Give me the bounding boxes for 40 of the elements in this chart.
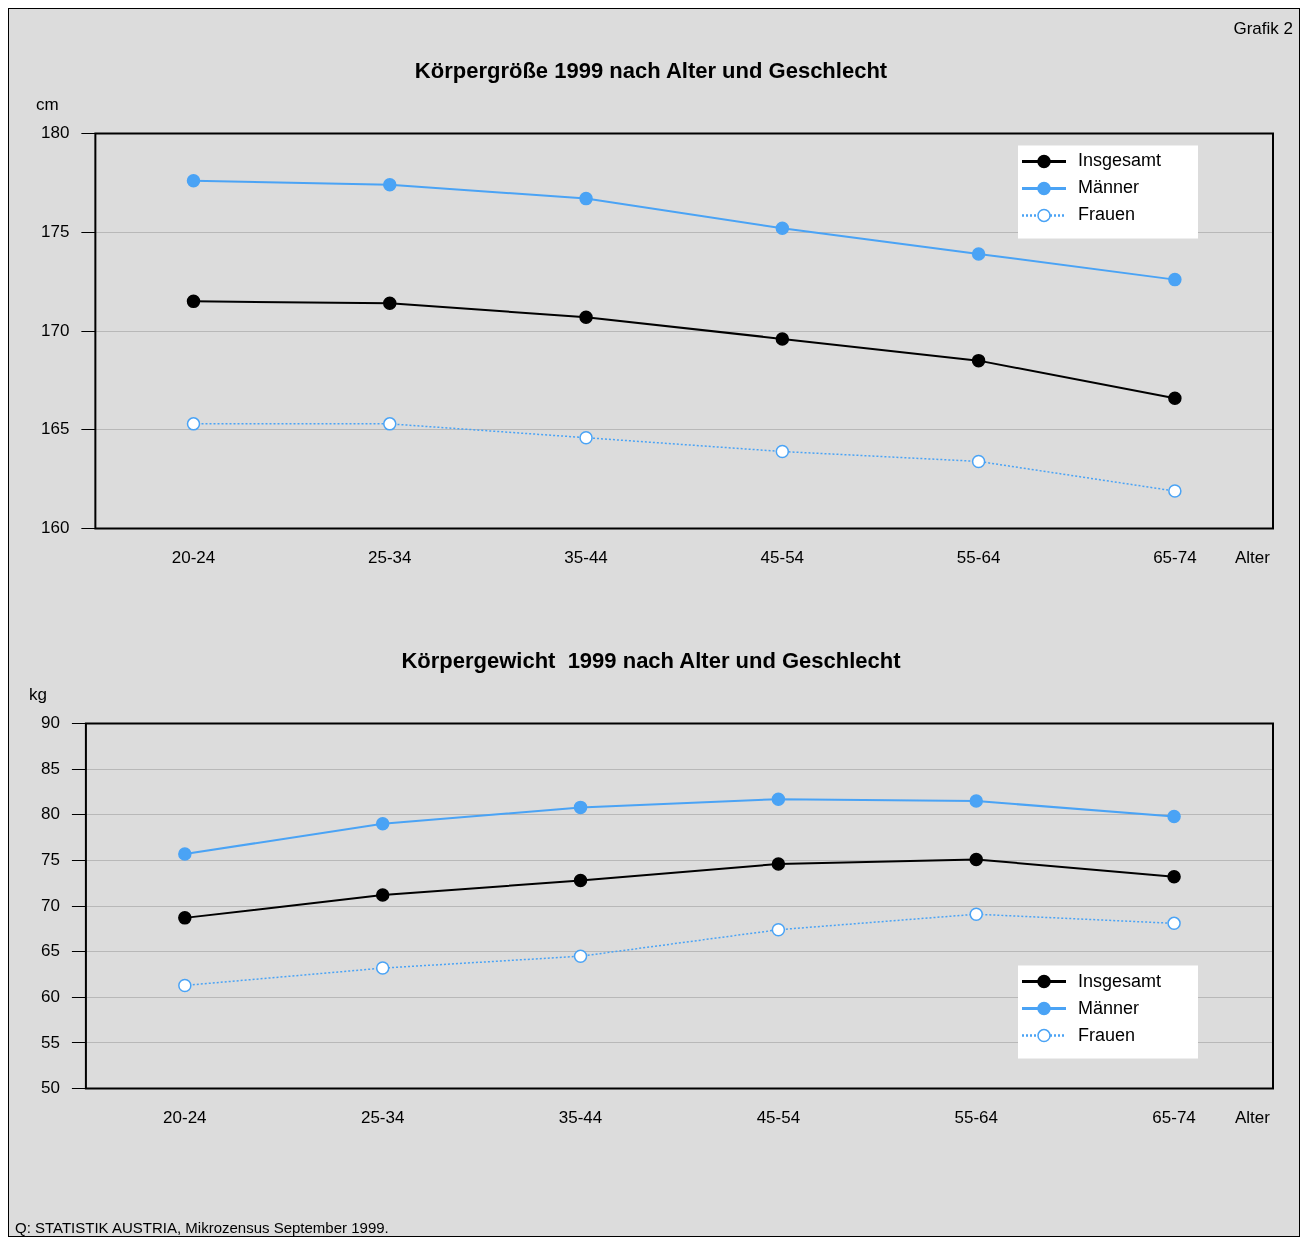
y-axis-title: kg	[28, 685, 47, 705]
y-tick-label: 75	[40, 850, 60, 870]
y-tick-label: 55	[40, 1032, 60, 1052]
x-tick-label: 45-54	[756, 1108, 801, 1128]
x-tick-label: 65-74	[1152, 1108, 1196, 1128]
y-tick-label: 50	[40, 1078, 60, 1098]
y-axis-title: cm	[36, 95, 59, 115]
legend-label: Männer	[1078, 177, 1140, 198]
x-tick-label: 25-34	[360, 1108, 405, 1128]
legend-label: Insgesamt	[1078, 970, 1162, 991]
x-axis-title: Alter	[1235, 1108, 1271, 1128]
legend-label: Frauen	[1078, 204, 1136, 225]
x-tick-label: 20-24	[171, 548, 216, 568]
y-tick-label: 180	[40, 123, 70, 143]
y-tick-label: 175	[40, 221, 70, 241]
y-tick-label: 160	[40, 518, 70, 538]
x-tick-label: 20-24	[163, 1108, 207, 1128]
y-tick-label: 65	[40, 941, 60, 961]
y-tick-label: 60	[40, 986, 60, 1006]
text: Grafik 2	[1233, 19, 1293, 39]
x-tick-label: 25-34	[368, 548, 412, 568]
text: Q: STATISTIK AUSTRIA, Mikrozensus September 1999.	[14, 1218, 390, 1236]
x-tick-label: 55-64	[956, 548, 1001, 568]
x-tick-label: 35-44	[558, 1108, 603, 1128]
x-tick-label: 65-74	[1153, 548, 1197, 568]
y-tick-label: 170	[40, 320, 70, 340]
legend-label: Frauen	[1078, 1024, 1136, 1045]
y-tick-label: 70	[40, 895, 60, 915]
y-tick-label: 80	[40, 804, 60, 824]
x-tick-label: 55-64	[954, 1108, 998, 1128]
x-tick-label: 45-54	[760, 548, 805, 568]
x-tick-label: 35-44	[564, 548, 608, 568]
chart-title: Körpergröße 1999 nach Alter und Geschlecht	[414, 58, 888, 84]
y-tick-label: 90	[40, 713, 60, 733]
y-tick-label: 85	[40, 758, 60, 778]
legend-label: Insgesamt	[1078, 150, 1162, 171]
chart-title: Körpergewicht 1999 nach Alter und Geschlecht	[401, 648, 902, 674]
y-tick-label: 165	[40, 419, 70, 439]
legend-label: Männer	[1078, 997, 1140, 1018]
x-axis-title: Alter	[1235, 548, 1271, 568]
